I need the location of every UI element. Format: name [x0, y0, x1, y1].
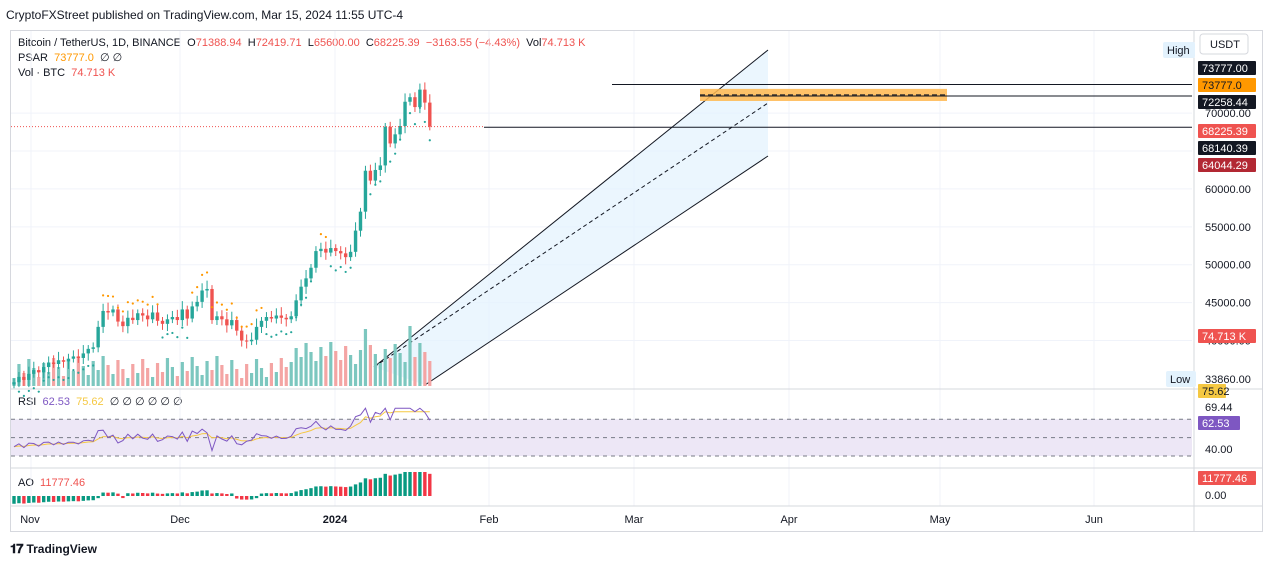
close-value: 68225.39 [373, 37, 420, 49]
rsi-value: 62.53 [42, 396, 70, 408]
psar-label: PSAR [18, 52, 48, 64]
rsi-legend[interactable]: RSI 62.53 75.62 ∅ ∅ ∅ ∅ ∅ ∅ [18, 395, 183, 409]
psar-legend[interactable]: PSAR 73777.0 ∅ ∅ [18, 51, 122, 65]
rsi-label: RSI [18, 396, 37, 408]
change-value: −3163.55 (−4.43%) [425, 37, 520, 49]
open-value: 71388.94 [195, 37, 242, 49]
tradingview-logo-icon: 𝟏𝟕 [10, 541, 24, 556]
volume-value: 74.713 K [71, 67, 116, 79]
footer-brand-label: TradingView [26, 542, 97, 556]
close-label: C [365, 37, 374, 49]
vol-value: 74.713 K [541, 37, 586, 49]
publisher-caption: CryptoFXStreet published on TradingView.… [6, 8, 404, 22]
footer-brand[interactable]: 𝟏𝟕 TradingView [10, 541, 97, 557]
chart-frame[interactable] [10, 30, 1263, 532]
ao-value: 11777.46 [40, 477, 86, 489]
high-value: 72419.71 [255, 37, 302, 49]
rsi-ma-value: 75.62 [76, 396, 104, 408]
low-value: 65600.00 [313, 37, 360, 49]
rsi-extra: ∅ ∅ ∅ ∅ ∅ ∅ [109, 396, 183, 408]
ao-label: AO [18, 477, 34, 489]
open-label: O [187, 37, 196, 49]
psar-value: 73777.0 [54, 52, 94, 64]
volume-label: Vol · BTC [18, 67, 66, 79]
vol-label: Vol [526, 37, 542, 49]
low-label: L [307, 37, 314, 49]
ao-legend[interactable]: AO 11777.46 [18, 476, 85, 490]
volume-legend[interactable]: Vol · BTC 74.713 K [18, 66, 115, 80]
symbol-name[interactable]: Bitcoin / TetherUS, 1D, BINANCE [18, 37, 182, 49]
high-label: H [247, 37, 256, 49]
main-legend: Bitcoin / TetherUS, 1D, BINANCE O71388.9… [18, 36, 585, 50]
psar-extra: ∅ ∅ [99, 52, 123, 64]
